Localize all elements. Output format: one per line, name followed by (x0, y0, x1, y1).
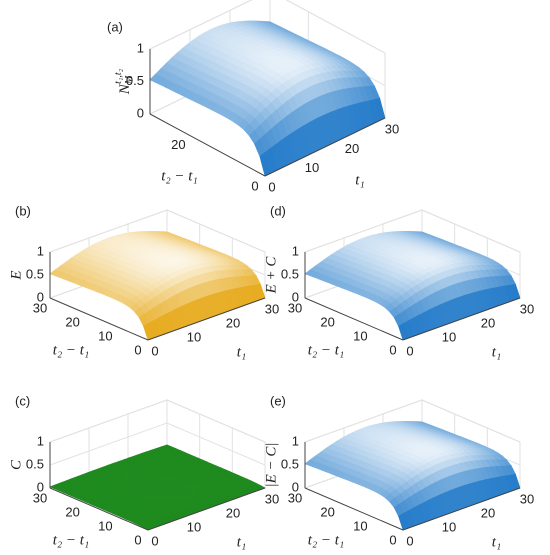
u-axis (304, 487, 404, 531)
u-tick-label: 0 (389, 532, 396, 547)
v-tick-label: 20 (226, 505, 240, 520)
v-tick-label: 10 (442, 329, 456, 344)
u-axis (149, 113, 266, 177)
u-tick-label: 30 (33, 490, 47, 505)
u-tick-label: 20 (65, 504, 79, 519)
z-tick-label: 0.5 (26, 456, 44, 471)
u-tick-label: 0 (389, 342, 396, 357)
u-axis (49, 487, 149, 531)
v-axis-label: t₁ (492, 344, 501, 360)
z-tick-label: 0 (292, 289, 299, 304)
panel-label: (c) (15, 393, 30, 408)
v-axis-label: t₁ (237, 344, 246, 360)
v-tick-label: 20 (481, 315, 495, 330)
v-axis-label: t₁ (237, 534, 246, 550)
u-axis-label: t₂ − t₁ (308, 342, 344, 358)
u-tick-label: 20 (320, 504, 334, 519)
z-axis-label: |E − C| (263, 442, 279, 487)
v-axis-label: t₁ (492, 534, 501, 550)
z-tick-label: 0.5 (126, 73, 144, 88)
u-tick-label: 20 (65, 314, 79, 329)
u-tick-label: 10 (353, 328, 367, 343)
z-axis-label: E + C (263, 256, 279, 295)
u-tick-label: 30 (288, 490, 302, 505)
z-tick-label: 0.5 (281, 456, 299, 471)
u-tick-label: 30 (288, 300, 302, 315)
u-tick-label: 0 (251, 178, 258, 193)
surface (49, 444, 266, 531)
panel-label: (a) (107, 19, 123, 34)
v-axis (147, 297, 266, 341)
u-axis-label: t₂ − t₁ (308, 532, 344, 548)
z-tick-label: 0.5 (281, 266, 299, 281)
v-tick-label: 0 (406, 343, 413, 358)
z-axis-label: E (8, 270, 24, 280)
u-axis-label: t₂ − t₁ (53, 342, 89, 358)
z-tick-label: 1 (292, 433, 299, 448)
z-tick-label: 1 (292, 243, 299, 258)
panel-label: (d) (270, 203, 286, 218)
surface (149, 20, 386, 177)
v-axis (264, 117, 386, 177)
z-axis-label: NMt₁,t₂ (113, 68, 135, 95)
z-label-base: N (117, 83, 133, 95)
panel-label: (e) (270, 393, 286, 408)
v-axis (147, 487, 266, 531)
u-tick-label: 10 (353, 518, 367, 533)
v-axis (402, 297, 521, 341)
u-tick-label: 20 (320, 314, 334, 329)
u-tick-label: 20 (171, 137, 185, 152)
v-axis-label: t₁ (355, 172, 364, 188)
z-label-sup: t₁,t₂ (113, 68, 124, 84)
v-tick-label: 0 (406, 533, 413, 548)
u-tick-label: 10 (98, 328, 112, 343)
z-axis-label: C (8, 459, 24, 470)
v-tick-label: 20 (226, 315, 240, 330)
z-label-sub: M (124, 75, 135, 85)
z-tick-label: 0 (292, 479, 299, 494)
v-tick-label: 0 (151, 343, 158, 358)
v-tick-label: 0 (151, 533, 158, 548)
panel-label: (b) (15, 203, 31, 218)
u-tick-label: 0 (134, 532, 141, 547)
u-tick-label: 10 (98, 518, 112, 533)
v-tick-label: 30 (265, 301, 279, 316)
z-tick-label: 0.5 (26, 266, 44, 281)
surface (304, 230, 521, 341)
v-tick-label: 0 (268, 179, 275, 194)
u-axis (49, 297, 149, 341)
v-tick-label: 20 (481, 505, 495, 520)
z-tick-label: 0 (137, 105, 144, 120)
z-tick-label: 1 (37, 243, 44, 258)
u-tick-label: 0 (134, 342, 141, 357)
surface (49, 230, 266, 341)
u-axis-label: t₂ − t₁ (161, 168, 197, 184)
v-tick-label: 10 (187, 519, 201, 534)
z-tick-label: 0 (37, 289, 44, 304)
u-tick-label: 30 (33, 300, 47, 315)
v-tick-label: 10 (187, 329, 201, 344)
z-tick-label: 0 (37, 479, 44, 494)
v-tick-label: 30 (520, 301, 534, 316)
v-axis (402, 487, 521, 531)
v-tick-label: 30 (385, 121, 399, 136)
v-tick-label: 20 (345, 141, 359, 156)
surface (304, 420, 521, 531)
z-tick-label: 1 (37, 433, 44, 448)
v-tick-label: 10 (305, 160, 319, 175)
v-tick-label: 10 (442, 519, 456, 534)
z-tick-label: 1 (137, 40, 144, 55)
v-tick-label: 30 (520, 491, 534, 506)
v-tick-label: 30 (265, 491, 279, 506)
u-axis (304, 297, 404, 341)
u-axis-label: t₂ − t₁ (53, 532, 89, 548)
